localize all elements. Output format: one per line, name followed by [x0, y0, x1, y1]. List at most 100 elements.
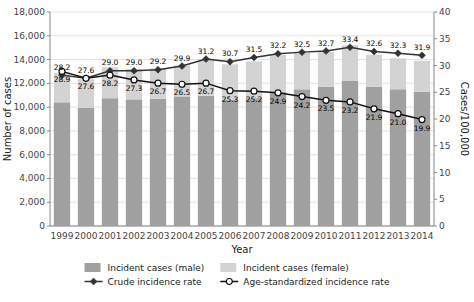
- legend-label: Incident cases (male): [108, 263, 205, 273]
- legend-label: Crude incidence rate: [108, 277, 202, 287]
- marker: [131, 77, 137, 83]
- marker: [371, 48, 378, 55]
- x-tick-label: 2012: [363, 231, 386, 241]
- data-label: 32.2: [270, 41, 287, 50]
- bar: [294, 53, 310, 89]
- marker: [131, 67, 138, 74]
- marker: [179, 63, 186, 70]
- bar: [174, 96, 190, 226]
- bar: [246, 61, 262, 98]
- bar: [414, 92, 430, 226]
- marker: [323, 97, 329, 103]
- marker: [347, 99, 353, 105]
- marker: [203, 56, 210, 63]
- y-tick-label: 18,000: [14, 7, 46, 17]
- x-tick-label: 2005: [195, 231, 218, 241]
- line: [62, 47, 422, 78]
- grid-line: [50, 12, 434, 13]
- data-label: 33.4: [342, 35, 359, 44]
- x-tick-label: 2007: [243, 231, 266, 241]
- legend-item: Age-standardized incidence rate: [220, 277, 390, 287]
- legend-swatch: [85, 263, 101, 272]
- bar: [342, 81, 358, 226]
- data-label: 28.2: [54, 63, 71, 72]
- data-label: 31.9: [414, 43, 431, 52]
- x-tick-label: 2004: [171, 231, 194, 241]
- chart-container: 02,0004,0006,0008,00010,00012,00014,0001…: [0, 0, 474, 302]
- x-tick-label: 1999: [51, 231, 74, 241]
- data-label: 28.9: [54, 75, 71, 84]
- legend-item: Incident cases (female): [220, 263, 348, 273]
- marker: [323, 48, 330, 55]
- data-label: 32.7: [318, 39, 335, 48]
- marker: [419, 52, 426, 59]
- y-axis-line: [50, 12, 51, 226]
- y-tick-label: 12,000: [14, 78, 46, 88]
- y-axis-title: Number of cases: [2, 77, 13, 161]
- marker: [227, 58, 234, 65]
- y2-tick-label: 10: [439, 168, 451, 178]
- marker: [83, 75, 90, 82]
- y-tick-label: 2,000: [19, 197, 45, 207]
- marker: [299, 94, 305, 100]
- data-label: 23.5: [318, 104, 335, 113]
- x-tick-label: 2013: [387, 231, 410, 241]
- y2-tick-label: 25: [439, 87, 450, 97]
- bar: [78, 108, 94, 226]
- y2-axis-line: [434, 12, 435, 226]
- marker: [275, 50, 282, 57]
- legend-item: Incident cases (male): [85, 263, 205, 273]
- axes: 02,0004,0006,0008,00010,00012,00014,0001…: [14, 7, 451, 241]
- bar: [126, 99, 142, 226]
- marks: [54, 44, 430, 226]
- y-tick-label: 0: [39, 221, 45, 231]
- marker: [395, 111, 401, 117]
- bar: [390, 58, 406, 89]
- x-tick-label: 2006: [219, 231, 242, 241]
- y2-tick-label: 30: [439, 61, 451, 71]
- y-tick-label: 16,000: [14, 31, 46, 41]
- x-tick-label: 2002: [123, 231, 146, 241]
- legend-label: Age-standardized incidence rate: [243, 277, 390, 287]
- marker: [155, 80, 161, 86]
- data-label: 24.9: [270, 97, 287, 106]
- marker: [299, 49, 306, 56]
- y-tick-label: 10,000: [14, 102, 46, 112]
- legend-label: Incident cases (female): [243, 263, 348, 273]
- data-label: 21.0: [390, 118, 407, 127]
- x-tick-label: 2000: [75, 231, 98, 241]
- x-tick-label: 2008: [267, 231, 290, 241]
- bar: [150, 99, 166, 226]
- data-label: 27.6: [78, 82, 95, 91]
- bar: [318, 52, 334, 87]
- bar: [294, 89, 310, 226]
- marker: [395, 50, 402, 57]
- bar: [318, 87, 334, 226]
- data-label: 32.5: [294, 40, 311, 49]
- marker: [419, 117, 425, 123]
- marker: [371, 106, 377, 112]
- bar: [366, 55, 382, 87]
- data-label: 30.7: [222, 49, 239, 58]
- data-label: 25.2: [246, 95, 263, 104]
- marker: [83, 75, 89, 81]
- bar: [222, 100, 238, 226]
- bar: [102, 98, 118, 226]
- x-tick-label: 2001: [99, 231, 122, 241]
- data-label: 26.7: [198, 87, 215, 96]
- legend-marker: [226, 279, 232, 285]
- legend: Incident cases (male) Incident cases (fem…: [85, 263, 390, 287]
- data-label: 31.2: [198, 47, 215, 56]
- data-labels: 28.227.629.029.029.229.931.230.731.532.2…: [54, 35, 431, 133]
- data-label: 23.2: [342, 106, 359, 115]
- data-label: 29.9: [174, 54, 191, 63]
- marker: [251, 54, 258, 61]
- x-tick-label: 2003: [147, 231, 170, 241]
- bar: [270, 92, 286, 226]
- data-label: 27.6: [78, 66, 95, 75]
- bar: [414, 61, 430, 92]
- y2-axis-title: Cases/100,000: [459, 82, 470, 156]
- data-label: 26.5: [174, 88, 191, 97]
- x-tick-label: 2009: [291, 231, 314, 241]
- bar: [54, 73, 70, 103]
